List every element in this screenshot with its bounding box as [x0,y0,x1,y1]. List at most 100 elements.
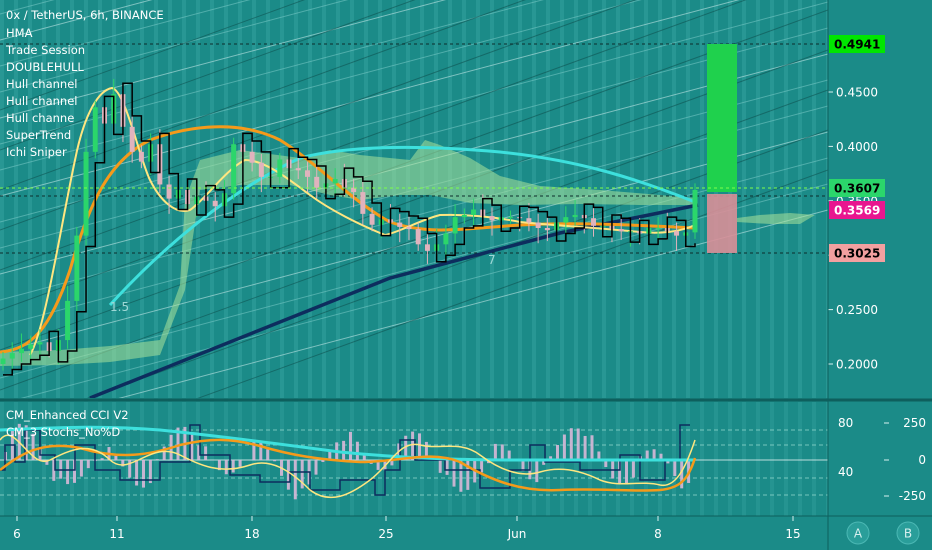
cci-bar [66,460,70,485]
price-tag-label: 0.3569 [834,204,880,218]
cci-bar [480,460,484,473]
candle-body [231,144,237,194]
candle-body [258,162,264,177]
cci-bar [349,431,352,460]
candle-body [526,218,532,223]
cci-bar [286,460,290,490]
cci-bar [24,425,28,460]
cci-bar [148,460,152,484]
sub-session-stripe [770,402,774,516]
session-stripe [154,0,158,398]
sub-session-stripe [70,402,74,516]
candle-body [332,179,338,184]
candle-body [249,151,255,163]
channel-line [20,183,828,398]
price-tick-label: 0.4500 [836,86,878,100]
candle-body [618,229,624,232]
session-stripe [308,0,312,398]
cci-bar [556,445,559,460]
candle-body [489,216,495,221]
sub-session-stripe [308,402,312,516]
stop-loss-box [707,194,737,253]
cci-bar [521,460,525,472]
candle-body [655,228,661,229]
cci-bar [231,460,235,473]
candle-body [304,170,310,177]
cci-bar [121,460,125,467]
channel-line [0,0,740,197]
channel-line-dark [0,0,526,191]
sub-right-tick-label: 250 [903,416,926,430]
ichimoku-cloud [0,140,815,366]
sub-session-stripe [378,402,382,516]
auto-scale-button[interactable]: A [846,521,870,545]
cci-bar [162,446,166,460]
session-stripe [742,0,746,398]
channel-line [0,0,349,93]
session-stripe [168,0,172,398]
main-legend: 0x / TetherUS, 6h, BINANCE HMA Trade Ses… [5,8,164,159]
price-tag-box [829,244,885,262]
sub-session-stripe [756,402,760,516]
cci-bar [438,460,442,473]
sub-session-stripe [98,402,102,516]
session-stripe [322,0,326,398]
session-stripe [112,0,116,398]
candle-body [277,159,283,177]
time-tick-label: 11 [109,527,124,541]
legend-supertrend: SuperTrend [6,128,71,142]
cci-bar [52,460,56,481]
time-tick-label: 25 [378,527,393,541]
cci-bar [576,428,580,460]
cci-bar [542,460,546,465]
supertrend-line [3,82,696,376]
sub-session-stripe [42,402,46,516]
cci-bar [535,460,539,483]
time-tick-label: Jun [507,527,527,541]
cci-bar [597,451,601,460]
candle-body [0,358,6,364]
cci-bar [569,428,573,460]
session-stripe [126,0,130,398]
log-scale-button[interactable]: B [896,521,920,545]
sub-session-stripe [154,402,158,516]
time-tick-label: 8 [654,527,662,541]
sub-axis: 80 40 250 0 -250 [838,416,926,503]
cci-bar [680,460,684,489]
sub-session-stripe [210,402,214,516]
cci-bar [31,433,35,460]
candle-body [406,226,412,230]
candle-body [9,353,15,359]
sub-session-stripe [742,402,746,516]
sub-session-stripe [112,402,116,516]
cci-bar [562,434,566,460]
cci-bar [86,460,90,469]
cci-bar [452,460,456,487]
channel-line [0,157,828,379]
cci-bar [631,460,635,478]
cci-bar [625,460,628,484]
cci-bar [190,433,194,460]
sub-session-stripe [280,402,284,516]
take-profit-box [707,44,737,192]
session-stripe [700,0,704,398]
session-stripe [266,0,270,398]
price-tick-label: 0.2500 [836,303,878,317]
cci-bar [604,460,608,468]
session-stripe [42,0,46,398]
candle-body [443,233,449,245]
session-stripe [70,0,74,398]
sub-left-tick-label: 80 [838,416,853,430]
candle-body [166,184,172,199]
session-stripe [0,0,4,398]
cci-bar [590,435,594,460]
session-stripe [238,0,242,398]
channel-line-dark [0,89,828,391]
candle-body [452,217,458,234]
candle-body [351,187,357,193]
cci-bar [321,460,325,462]
candle-body [415,229,421,245]
session-stripe [140,0,144,398]
session-stripe [56,0,60,398]
sub-session-stripe [126,402,130,516]
